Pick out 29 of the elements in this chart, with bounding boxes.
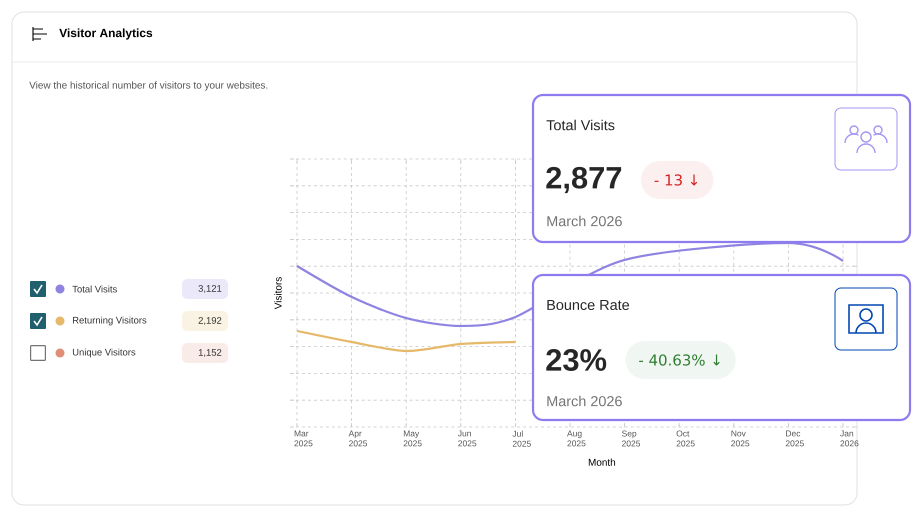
text: 3,121 xyxy=(198,285,222,293)
x-tick-label: Nov 2025 xyxy=(731,430,750,446)
x-tick-label: Jan 2026 xyxy=(840,430,858,446)
x-tick-label: Jul 2025 xyxy=(512,430,531,447)
text: Total Visits xyxy=(546,120,614,130)
text: March 2026 xyxy=(547,216,622,226)
text: - 13 ↓ xyxy=(654,174,698,186)
text: 2,877 xyxy=(546,166,622,194)
x-tick-label: Dec 2025 xyxy=(786,430,804,446)
x-tick-label: May 2025 xyxy=(404,430,422,446)
text: 2,192 xyxy=(198,317,222,325)
legend-label: Returning Visitors xyxy=(72,316,146,326)
x-axis-title: Month xyxy=(588,458,616,466)
text: Visitor Analytics xyxy=(59,28,152,40)
x-tick-label: Aug 2025 xyxy=(567,430,586,446)
legend-label: Unique Visitors xyxy=(72,348,136,358)
legend-label: Total Visits xyxy=(72,286,117,292)
annotation: 23% xyxy=(546,349,606,371)
annotation: March 2026 xyxy=(547,396,622,406)
x-tick-label: Apr 2025 xyxy=(348,430,368,446)
annotation: Bounce Rate xyxy=(547,300,630,310)
x-tick-label: Sep 2025 xyxy=(622,430,640,446)
x-tick-label: Mar 2025 xyxy=(294,430,312,446)
annotation: - 40.63% ↓ xyxy=(639,354,720,366)
y-axis-title: Visitors xyxy=(274,277,282,310)
text: View the historical number of visitors to your websites. xyxy=(29,81,268,91)
x-tick-label: Oct 2025 xyxy=(676,430,695,446)
x-tick-label: Jun 2025 xyxy=(458,430,476,446)
text: 1,152 xyxy=(198,349,222,357)
